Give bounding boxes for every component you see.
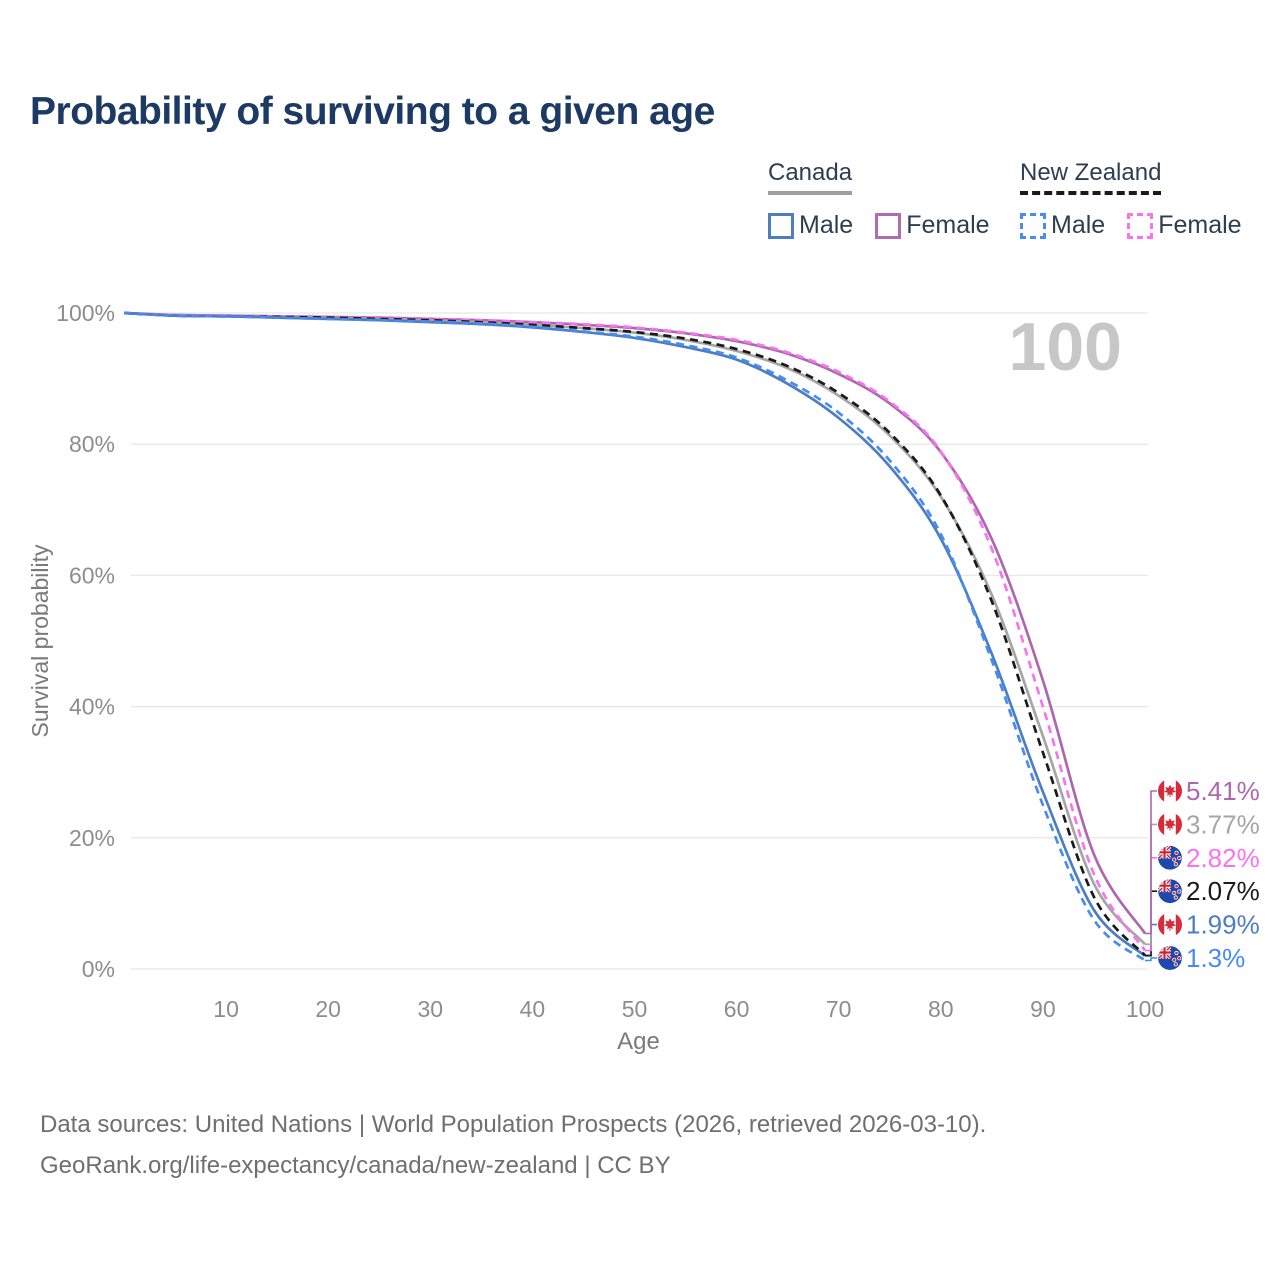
x-axis-title: Age [617, 1028, 660, 1055]
legend-items-canada: Male Female [768, 211, 990, 240]
x-tick-label: 50 [622, 996, 648, 1022]
end-label-value: 1.99% [1186, 910, 1260, 940]
canada-flag-icon [1158, 812, 1182, 837]
series-line-canada-female[interactable] [123, 311, 1147, 935]
x-tick-label: 30 [418, 996, 444, 1022]
legend-group-canada: Canada Male Female [768, 159, 990, 240]
canada-flag-icon [1158, 912, 1182, 937]
new-zealand-flag-icon [1158, 946, 1182, 970]
legend-label-nz-male: Male [1051, 211, 1106, 240]
page-title: Probability of surviving to a given age [30, 90, 715, 133]
series-line-canada-male[interactable] [123, 311, 1146, 957]
end-label-canada-total[interactable]: 3.77% [1158, 809, 1260, 839]
legend-header-canada: Canada [768, 159, 853, 196]
y-tick-label: 20% [69, 825, 115, 851]
end-label-canada-female[interactable]: 5.41% [1158, 776, 1260, 806]
series-line-new-zealand-female[interactable] [123, 311, 1147, 952]
end-label-value: 2.07% [1186, 876, 1260, 906]
end-label-value: 5.41% [1186, 776, 1260, 806]
new-zealand-flag-icon [1158, 879, 1182, 904]
source-line-2: GeoRank.org/life-expectancy/canada/new-z… [40, 1152, 671, 1179]
end-label-new-zealand-female[interactable]: 2.82% [1158, 843, 1260, 873]
legend-label-nz-female: Female [1158, 211, 1242, 240]
nz-female-swatch-icon [1127, 212, 1154, 239]
y-axis-title: Survival probability [27, 544, 53, 738]
end-label-new-zealand-male[interactable]: 1.3% [1158, 943, 1245, 973]
legend-group-new-zealand: New Zealand Male Female [1020, 159, 1242, 240]
end-label-new-zealand-total[interactable]: 2.07% [1158, 876, 1260, 906]
series-line-new-zealand-total[interactable] [123, 311, 1147, 957]
legend-item-nz-female[interactable]: Female [1127, 211, 1242, 240]
legend-items-new-zealand: Male Female [1020, 211, 1242, 240]
canada-female-swatch-icon [875, 212, 902, 239]
series-line-new-zealand-male[interactable] [123, 311, 1146, 962]
series-line-canada-total[interactable] [123, 311, 1147, 946]
x-tick-label: 60 [724, 996, 750, 1022]
source-attribution: Data sources: United Nations | World Pop… [40, 1104, 986, 1186]
end-label-canada-male[interactable]: 1.99% [1158, 910, 1260, 940]
nz-male-swatch-icon [1020, 212, 1046, 239]
x-tick-label: 40 [520, 996, 546, 1022]
x-tick-label: 90 [1030, 996, 1056, 1022]
x-tick-label: 70 [826, 996, 852, 1022]
new-zealand-flag-icon [1158, 845, 1182, 870]
y-tick-label: 40% [69, 694, 115, 720]
legend-header-new-zealand: New Zealand [1020, 159, 1162, 196]
end-label-value: 1.3% [1186, 943, 1245, 973]
x-tick-label: 100 [1126, 996, 1164, 1022]
canada-male-swatch-icon [768, 212, 794, 239]
x-tick-label: 20 [315, 996, 341, 1022]
legend-label-canada-female: Female [906, 211, 990, 240]
end-label-value: 2.82% [1186, 843, 1260, 873]
legend-item-canada-male[interactable]: Male [768, 211, 853, 240]
canada-flag-icon [1158, 779, 1182, 803]
source-line-1: Data sources: United Nations | World Pop… [40, 1111, 987, 1138]
y-tick-label: 80% [69, 431, 115, 457]
y-tick-label: 0% [82, 956, 115, 982]
end-label-leader-line [1145, 790, 1157, 935]
legend-label-canada-male: Male [799, 211, 854, 240]
end-label-value: 3.77% [1186, 809, 1260, 839]
end-label-leader-line [1145, 957, 1157, 962]
y-tick-label: 60% [69, 562, 115, 588]
legend-item-canada-female[interactable]: Female [875, 211, 990, 240]
x-tick-label: 80 [928, 996, 954, 1022]
hover-age-watermark: 100 [1009, 309, 1122, 385]
legend-item-nz-male[interactable]: Male [1020, 211, 1105, 240]
y-tick-label: 100% [56, 300, 115, 326]
x-tick-label: 10 [213, 996, 239, 1022]
